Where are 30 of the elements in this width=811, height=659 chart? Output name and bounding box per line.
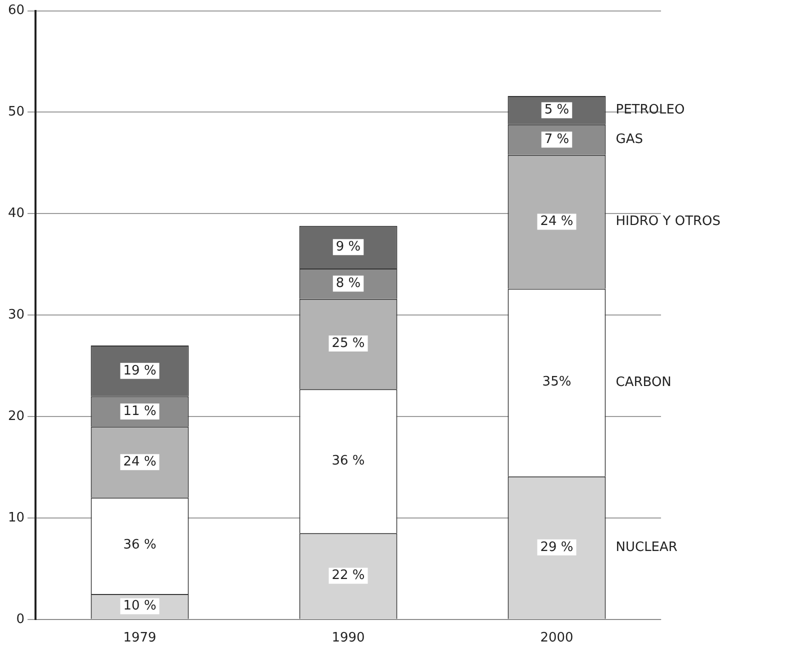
- annotation: 24 %: [123, 454, 156, 470]
- x-tick-label: 2000: [540, 630, 574, 646]
- annotation: 5 %: [544, 102, 570, 118]
- y-tick-label: 40: [8, 206, 25, 222]
- y-tick-label: 0: [16, 612, 25, 627]
- annotation: 11 %: [123, 404, 156, 419]
- series-label: GAS: [616, 132, 643, 147]
- annotation: 8 %: [336, 276, 361, 292]
- annotation: 19 %: [123, 363, 156, 378]
- y-tick-label: 50: [8, 104, 25, 120]
- annotation: 9 %: [336, 240, 361, 255]
- x-tick-label: 1979: [123, 630, 156, 646]
- y-tick-label: 20: [8, 408, 25, 424]
- annotation: 29 %: [540, 540, 574, 555]
- annotation: 25 %: [332, 336, 365, 351]
- x-tick-label: 1990: [332, 630, 365, 646]
- series-label: PETROLEO: [616, 102, 685, 118]
- series-label: NUCLEAR: [616, 540, 678, 556]
- y-tick-label: 30: [8, 307, 25, 322]
- annotation: 35%: [542, 374, 572, 390]
- annotation: 7 %: [544, 132, 570, 147]
- annotation: 36 %: [332, 454, 365, 469]
- y-tick-label: 60: [8, 3, 25, 18]
- series-label: CARBON: [616, 374, 672, 390]
- annotation: 22 %: [332, 568, 365, 584]
- annotation: 36 %: [123, 538, 156, 553]
- series-label: HIDRO Y OTROS: [616, 214, 721, 230]
- annotation: 10 %: [123, 598, 156, 614]
- y-tick-label: 10: [8, 510, 25, 526]
- annotation: 24 %: [540, 214, 574, 230]
